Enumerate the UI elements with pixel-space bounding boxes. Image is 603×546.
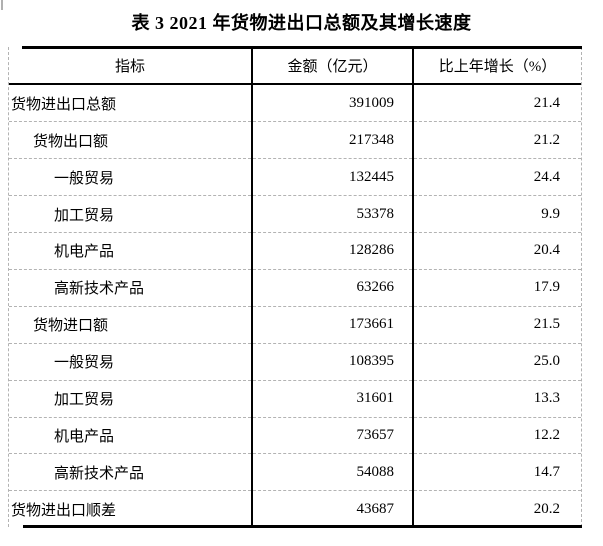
table-row: 机电产品 73657 12.2 (9, 416, 581, 454)
growth-value: 20.4 (413, 231, 581, 270)
growth-value: 24.4 (413, 158, 581, 196)
header-growth: 比上年增长（%） (413, 47, 581, 85)
growth-value: 25.0 (413, 342, 581, 381)
amount-value: 217348 (252, 121, 414, 159)
table-row: 机电产品 128286 20.4 (9, 231, 581, 270)
table-row: 货物进口额 173661 21.5 (9, 305, 581, 344)
indicator-label: 货物进出口顺差 (11, 502, 117, 519)
indicator-label: 加工贸易 (54, 392, 115, 409)
indicator-label: 货物进口额 (33, 318, 109, 335)
indicator-label: 高新技术产品 (54, 465, 145, 482)
growth-value: 20.2 (413, 490, 581, 527)
table-row: 一般贸易 132445 24.4 (9, 158, 581, 196)
growth-value: 9.9 (413, 195, 581, 233)
growth-value: 21.5 (413, 305, 581, 344)
amount-value: 54088 (252, 453, 414, 491)
table-row: 货物出口额 217348 21.2 (9, 121, 581, 159)
data-table: 指标 金额（亿元） 比上年增长（%） 货物进出口总额 391009 21.4 货… (8, 46, 582, 528)
table-top-border (22, 46, 582, 49)
amount-value: 128286 (252, 231, 414, 270)
indicator-label: 一般贸易 (54, 355, 115, 372)
amount-value: 31601 (252, 379, 414, 417)
indicator-label: 高新技术产品 (54, 281, 145, 298)
indicator-label: 一般贸易 (54, 170, 115, 187)
table-row: 高新技术产品 54088 14.7 (9, 453, 581, 491)
amount-value: 132445 (252, 158, 414, 196)
table-row: 货物进出口顺差 43687 20.2 (9, 490, 581, 527)
table-row: 加工贸易 31601 13.3 (9, 379, 581, 417)
table-title: 表 3 2021 年货物进出口总额及其增长速度 (131, 13, 472, 33)
header-indicator: 指标 (9, 47, 253, 85)
growth-value: 17.9 (413, 268, 581, 307)
amount-value: 63266 (252, 268, 414, 307)
amount-value: 43687 (252, 490, 414, 527)
indicator-label: 货物进出口总额 (11, 96, 117, 113)
amount-value: 391009 (252, 84, 414, 122)
table-row: 高新技术产品 63266 17.9 (9, 268, 581, 307)
table-row: 加工贸易 53378 9.9 (9, 195, 581, 233)
table-row: 一般贸易 108395 25.0 (9, 342, 581, 381)
text-cursor-artifact (1, 0, 3, 10)
growth-value: 12.2 (413, 416, 581, 454)
header-amount: 金额（亿元） (252, 47, 414, 85)
amount-value: 173661 (252, 305, 414, 344)
indicator-label: 货物出口额 (33, 133, 109, 150)
indicator-label: 机电产品 (54, 428, 115, 445)
growth-value: 14.7 (413, 453, 581, 491)
table-bottom-border (23, 525, 582, 528)
import-export-table: 指标 金额（亿元） 比上年增长（%） 货物进出口总额 391009 21.4 货… (9, 47, 581, 527)
growth-value: 13.3 (413, 379, 581, 417)
amount-value: 73657 (252, 416, 414, 454)
amount-value: 53378 (252, 195, 414, 233)
growth-value: 21.4 (533, 94, 560, 111)
amount-value: 108395 (252, 342, 414, 381)
indicator-label: 加工贸易 (54, 207, 115, 224)
header-row: 指标 金额（亿元） 比上年增长（%） (9, 47, 581, 85)
indicator-label: 机电产品 (54, 244, 115, 261)
table-row: 货物进出口总额 391009 21.4 (9, 84, 581, 122)
growth-value: 21.2 (413, 121, 581, 159)
